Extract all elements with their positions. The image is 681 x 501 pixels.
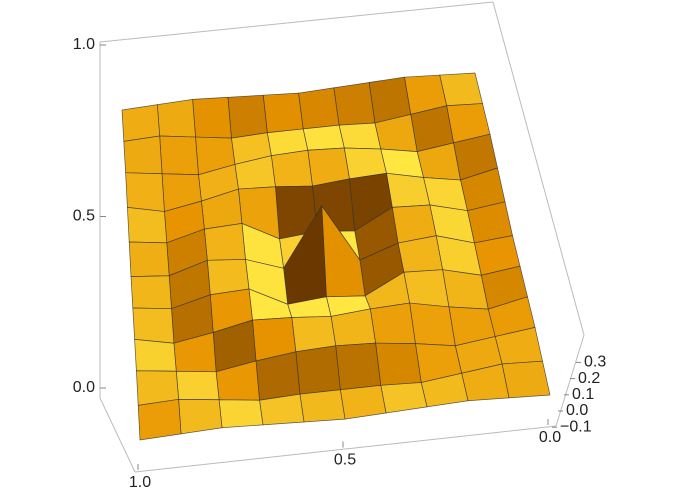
x-tick-label: 0.5	[334, 452, 356, 469]
surface-patch	[125, 172, 165, 212]
box-edge	[134, 425, 557, 473]
box-edge	[99, 1, 494, 43]
surface-patch	[299, 389, 346, 423]
surface-patch	[203, 223, 246, 261]
surface-patch	[218, 399, 264, 429]
surface-patch	[159, 135, 199, 176]
surface-patch	[175, 370, 220, 401]
surface-patch	[442, 269, 489, 310]
box-edge	[492, 1, 585, 336]
surface-patch	[130, 275, 172, 310]
surface-patch	[333, 82, 376, 126]
surface-patch	[501, 360, 551, 399]
surface-patch	[270, 149, 313, 188]
surface-patch	[206, 259, 250, 296]
y-tick-label: 0.0	[73, 379, 95, 396]
surface-patch	[227, 94, 268, 139]
surface-patch	[338, 122, 382, 150]
z-tick-label: −0.1	[560, 418, 592, 435]
y-tick-label: 0.5	[73, 208, 95, 225]
surface-patch	[128, 241, 170, 277]
surface-patch	[137, 398, 182, 441]
surface-patch	[302, 124, 345, 151]
surface-patch	[192, 96, 232, 139]
surface-patch	[386, 172, 431, 208]
surface-patch	[298, 87, 340, 130]
surface-patch	[132, 307, 175, 344]
surface-patch	[127, 206, 168, 244]
surface-patch	[262, 92, 304, 134]
z-tick-label: 0.1	[572, 386, 594, 403]
surface-patch	[134, 338, 177, 372]
surface-patch	[178, 398, 223, 435]
box-edge	[99, 397, 136, 473]
surface-patch	[369, 302, 416, 344]
surface-patch	[121, 104, 161, 142]
y-tick-label: 1.0	[73, 36, 95, 53]
surface-patch	[339, 384, 387, 420]
surface-patch	[375, 342, 422, 386]
surface-patch	[123, 135, 163, 175]
surface-patch	[409, 302, 456, 347]
z-tick-label: 0.0	[566, 402, 588, 419]
surface-patch	[403, 269, 450, 308]
x-tick-label: 0.0	[539, 429, 561, 446]
surface-patch	[335, 342, 382, 391]
z-tick-label: 0.3	[584, 354, 606, 371]
surface-patch	[439, 72, 483, 107]
surface-patch	[295, 345, 341, 395]
z-tick-label: 0.2	[578, 370, 600, 387]
surface-patch	[156, 98, 196, 138]
x-tick-label: 1.0	[129, 474, 151, 491]
surface-patch	[380, 382, 428, 414]
